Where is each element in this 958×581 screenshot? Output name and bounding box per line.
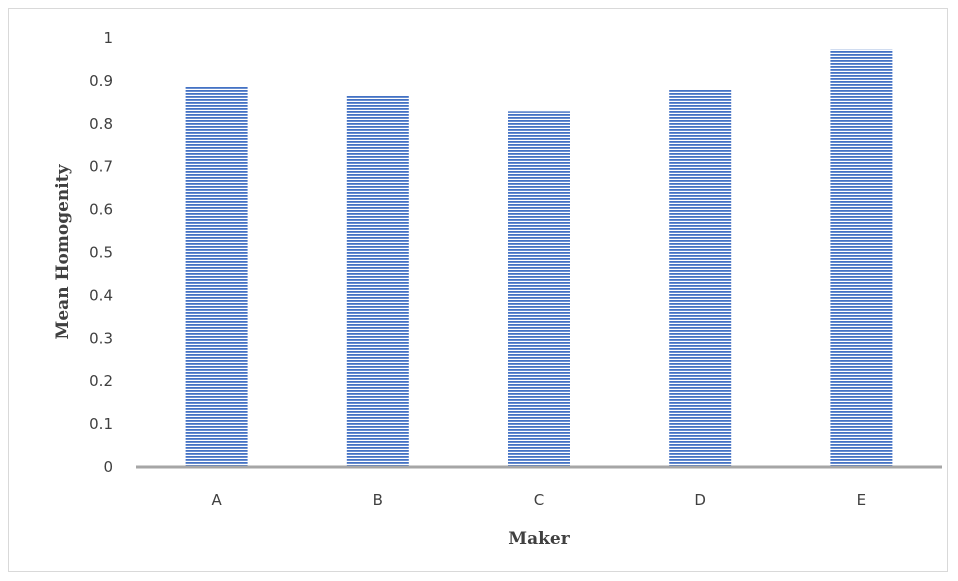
- y-tick-label: 0.3: [89, 329, 113, 347]
- y-tick-label: 0.1: [89, 415, 113, 433]
- x-tick-label: B: [373, 491, 383, 509]
- x-tick-label: C: [534, 491, 544, 509]
- y-axis-ticks: 0 0.1 0.2 0.3 0.4 0.5 0.6 0.7 0.8 0.9 1: [89, 29, 113, 476]
- bar-a: [185, 86, 248, 468]
- bar-c: [508, 111, 570, 467]
- y-tick-label: 1: [103, 29, 113, 47]
- y-axis-title: Mean Homogenity: [53, 163, 73, 339]
- y-tick-label: 0.9: [89, 72, 113, 90]
- y-tick-label: 0.7: [89, 158, 113, 176]
- y-tick-label: 0.6: [89, 201, 113, 219]
- y-tick-label: 0: [103, 458, 113, 476]
- x-tick-label: D: [694, 491, 706, 509]
- bar-d: [669, 89, 732, 468]
- bar-b: [346, 95, 409, 468]
- x-tick-label: A: [211, 491, 222, 509]
- x-axis-ticks: A B C D E: [211, 491, 866, 509]
- bar-e: [830, 49, 893, 467]
- x-tick-label: E: [857, 491, 866, 509]
- chart-frame: [8, 8, 948, 572]
- y-tick-label: 0.2: [89, 372, 113, 390]
- x-axis-title: Maker: [508, 529, 570, 549]
- bars: [185, 49, 893, 468]
- y-tick-label: 0.4: [89, 286, 113, 304]
- y-tick-label: 0.8: [89, 115, 113, 133]
- y-tick-label: 0.5: [89, 244, 113, 262]
